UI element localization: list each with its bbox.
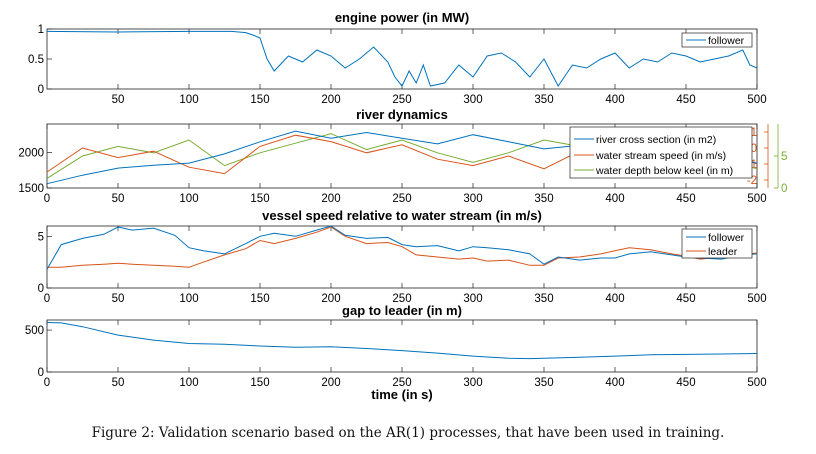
vessel-speed-legend: follower leader — [681, 228, 753, 259]
x-tick-label: 100 — [179, 293, 198, 305]
x-tick-label: 350 — [534, 377, 553, 389]
panel-gap-to-leader: gap to leader (in m) 0 50 100 150 200 250 300 3… — [25, 303, 767, 402]
vessel-speed-title: vessel speed relative to water stream (i… — [262, 208, 542, 223]
legend-water-depth-label: water depth below keel (in m) — [595, 165, 733, 177]
x-tick-label: 50 — [112, 377, 125, 389]
panel-vessel-speed: vessel speed relative to water stream (i… — [38, 208, 767, 305]
x-tick-label: 250 — [392, 94, 411, 106]
vessel-speed-follower-line — [46, 225, 758, 270]
y-tick-label: 2000 — [18, 147, 44, 159]
x-tick-label: 50 — [112, 293, 125, 305]
legend-vessel-leader-label: leader — [708, 246, 738, 258]
x-tick-label: 100 — [179, 94, 198, 106]
x-tick-label: 500 — [747, 377, 766, 389]
x-tick-label: 200 — [321, 293, 340, 305]
engine-power-follower-line — [46, 30, 758, 87]
legend-vessel-follower-label: follower — [708, 232, 745, 244]
x-tick-label: 350 — [534, 193, 553, 205]
x-tick-label: 400 — [605, 377, 624, 389]
x-tick-label: 300 — [463, 377, 482, 389]
x-tick-label: 450 — [676, 94, 695, 106]
x-tick-label: 300 — [463, 193, 482, 205]
right-tick-label-speed: 0 — [751, 143, 757, 155]
x-tick-label: 150 — [250, 377, 269, 389]
gap-to-leader-title: gap to leader (in m) — [342, 303, 462, 318]
x-tick-label: 150 — [250, 293, 269, 305]
engine-power-title: engine power (in MW) — [335, 10, 469, 25]
x-tick-label: 350 — [534, 94, 553, 106]
x-tick-label: 450 — [676, 377, 695, 389]
x-tick-label: 150 — [250, 193, 269, 205]
gap-to-leader-plot-area — [46, 319, 758, 373]
x-tick-label: 400 — [605, 94, 624, 106]
y-tick-label: 5 — [38, 231, 44, 243]
vessel-speed-plot-area — [46, 225, 758, 289]
x-tick-label: 100 — [179, 193, 198, 205]
x-tick-label: 500 — [747, 193, 766, 205]
engine-power-legend: follower — [681, 32, 753, 48]
right-tick-label-speed: 1 — [751, 127, 757, 139]
x-tick-label: 0 — [44, 293, 50, 305]
x-tick-label: 500 — [747, 94, 766, 106]
x-tick-label: 500 — [747, 293, 766, 305]
x-tick-label: 450 — [676, 293, 695, 305]
vessel-speed-leader-line — [47, 226, 758, 268]
engine-power-plot-area — [46, 28, 758, 90]
x-tick-label: 400 — [605, 293, 624, 305]
x-tick-label: 200 — [321, 193, 340, 205]
x-tick-label: 0 — [44, 193, 50, 205]
x-tick-label: 50 — [112, 193, 125, 205]
panel-engine-power: engine power (in MW) 50 100 150 200 250 300 35… — [28, 10, 767, 106]
right-tick-label-speed: -2 — [747, 175, 757, 187]
y-tick-label: 0.5 — [28, 54, 44, 66]
x-tick-label: 250 — [392, 377, 411, 389]
figure-caption: Figure 2: Validation scenario based on t… — [91, 425, 725, 441]
panel-river-dynamics: river dynamics 0 50 100 150 200 250 300 350 400 4… — [18, 107, 787, 205]
y-tick-label: 500 — [25, 325, 44, 337]
y-tick-label: 1 — [38, 24, 44, 36]
legend-water-speed-label: water stream speed (in m/s) — [595, 150, 726, 162]
y-tick-label: 0 — [38, 367, 44, 379]
legend-follower-label: follower — [708, 35, 745, 47]
river-dynamics-title: river dynamics — [356, 107, 448, 122]
y-tick-label: 1500 — [18, 183, 44, 195]
x-tick-label: 100 — [179, 377, 198, 389]
x-tick-label: 300 — [463, 94, 482, 106]
river-dynamics-legend: river cross section (in m2) water stream… — [569, 126, 753, 179]
x-tick-label: 250 — [392, 193, 411, 205]
x-tick-label: 50 — [112, 94, 125, 106]
x-tick-label: 200 — [321, 377, 340, 389]
x-tick-label: 350 — [534, 293, 553, 305]
x-tick-label: 300 — [463, 293, 482, 305]
right-tick-label-depth: 0 — [781, 183, 787, 195]
y-tick-label: 0 — [38, 84, 44, 96]
y-tick-label: 0 — [38, 283, 44, 295]
gap-to-leader-line — [46, 322, 758, 360]
x-tick-label: 200 — [321, 94, 340, 106]
figure: engine power (in MW) 50 100 150 200 250 300 35… — [18, 10, 787, 402]
x-tick-label: 400 — [605, 193, 624, 205]
legend-river-cross-section-label: river cross section (in m2) — [596, 134, 716, 146]
x-tick-label: 450 — [676, 193, 695, 205]
x-tick-label: 150 — [250, 94, 269, 106]
x-tick-label: 0 — [44, 377, 50, 389]
right-tick-label-depth: 5 — [781, 151, 787, 163]
x-axis-label: time (in s) — [371, 387, 432, 402]
x-tick-label: 250 — [392, 293, 411, 305]
